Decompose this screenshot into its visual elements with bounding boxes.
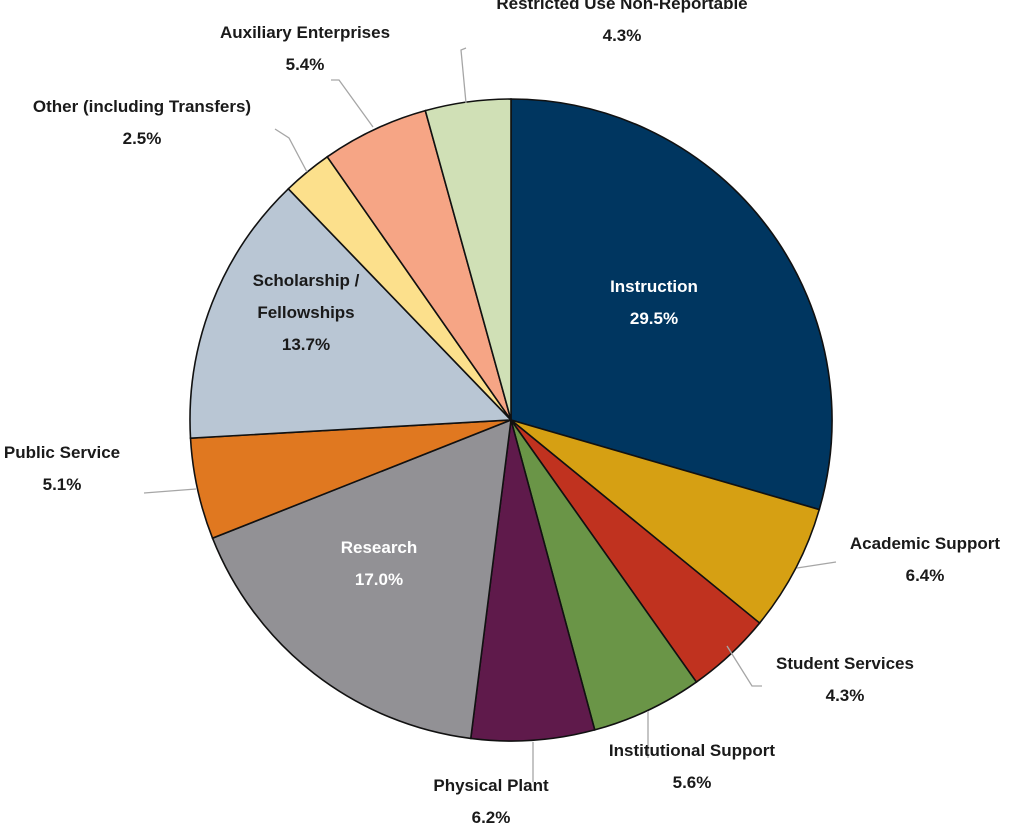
data-label-value-other-including-transfers: 2.5% xyxy=(123,129,162,148)
data-label-category-scholarship-fellowships-1: Fellowships xyxy=(257,303,354,322)
leader-line-academic-support xyxy=(796,561,837,569)
data-label-category-restricted-use-non-reportable-0: Restricted Use Non-Reportable xyxy=(496,0,747,13)
slice-labels: Instruction 29.5% Academic Support 6.4% Stud… xyxy=(4,0,1001,827)
data-label-category-academic-support-0: Academic Support xyxy=(850,534,1001,553)
data-label-category-scholarship-fellowships-0: Scholarship / xyxy=(253,271,360,290)
data-label-value-academic-support: 6.4% xyxy=(906,566,945,585)
data-label-category-student-services-0: Student Services xyxy=(776,654,914,673)
data-label-value-research: 17.0% xyxy=(355,570,403,589)
data-label-value-student-services: 4.3% xyxy=(826,686,865,705)
data-label-value-restricted-use-non-reportable: 4.3% xyxy=(603,26,642,45)
leader-line-other-including-transfers xyxy=(274,128,308,173)
data-label-value-physical-plant: 6.2% xyxy=(472,808,511,827)
leader-line-restricted-use-non-reportable xyxy=(460,47,467,104)
data-label-category-public-service-0: Public Service xyxy=(4,443,120,462)
data-label-category-research-0: Research xyxy=(341,538,418,557)
data-label-category-instruction-0: Instruction xyxy=(610,277,698,296)
data-label-value-scholarship-fellowships: 13.7% xyxy=(282,335,330,354)
data-label-category-auxiliary-enterprises-0: Auxiliary Enterprises xyxy=(220,23,390,42)
leader-line-student-services xyxy=(726,645,762,687)
pie-slice-academic-support xyxy=(510,419,821,625)
data-label-category-other-including-transfers-0: Other (including Transfers) xyxy=(33,97,251,116)
pie-slice-physical-plant xyxy=(469,419,596,742)
pie-slice-restricted-use-non-reportable xyxy=(424,98,512,421)
data-label-value-public-service: 5.1% xyxy=(43,475,82,494)
pie-slice-scholarship-fellowships xyxy=(189,187,513,439)
leader-line-auxiliary-enterprises xyxy=(331,79,374,128)
pie-slice-research xyxy=(211,418,512,740)
leader-line-public-service xyxy=(143,488,197,494)
data-label-category-institutional-support-0: Institutional Support xyxy=(609,741,776,760)
leader-lines xyxy=(143,47,837,782)
pie-slice-instruction xyxy=(510,98,833,511)
data-label-value-institutional-support: 5.6% xyxy=(673,773,712,792)
data-label-value-auxiliary-enterprises: 5.4% xyxy=(286,55,325,74)
pie-slices xyxy=(189,98,833,742)
data-label-category-physical-plant-0: Physical Plant xyxy=(433,776,549,795)
data-label-value-instruction: 29.5% xyxy=(630,309,678,328)
